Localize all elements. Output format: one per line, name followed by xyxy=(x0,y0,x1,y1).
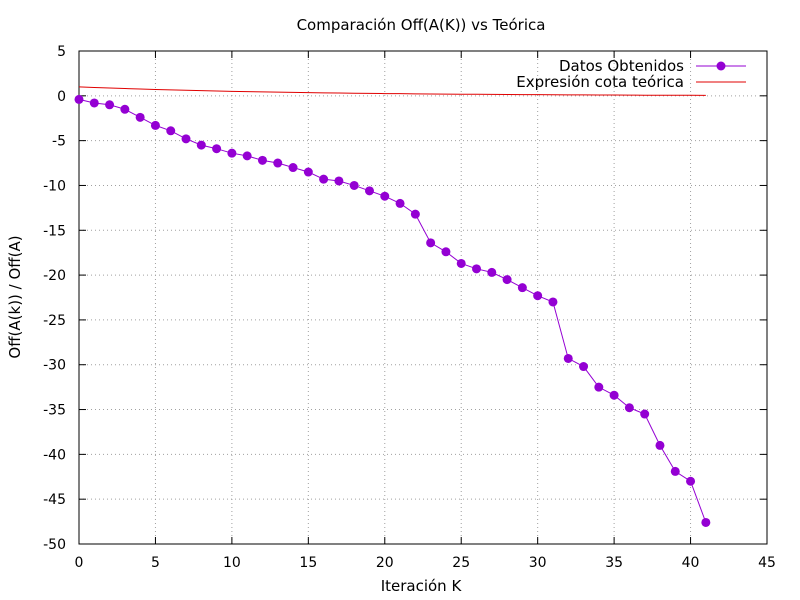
data-point xyxy=(670,466,680,476)
axis-ticks: 0 5 10 15 20 25 30 35 40 4550-5-10-15-20-25-30-35… xyxy=(43,44,776,571)
data-point xyxy=(548,297,558,307)
series-line-0 xyxy=(78,98,707,523)
data-point xyxy=(74,94,84,104)
y-tick-label: -10 xyxy=(43,178,66,194)
y-tick-label: -45 xyxy=(43,492,66,508)
y-tick-label: 0 xyxy=(57,89,66,105)
data-point xyxy=(105,100,115,110)
data-point xyxy=(135,112,145,122)
y-tick-label: -35 xyxy=(43,403,66,419)
x-tick-label: 45 xyxy=(758,555,776,571)
y-tick-label: -20 xyxy=(43,268,66,284)
plot-frame xyxy=(78,50,768,545)
data-point xyxy=(563,353,573,363)
data-point xyxy=(701,517,711,527)
y-tick-label: -25 xyxy=(43,313,66,329)
series xyxy=(74,86,711,527)
data-point xyxy=(89,98,99,108)
data-point xyxy=(640,409,650,419)
data-point xyxy=(120,104,130,114)
data-point xyxy=(441,247,451,257)
data-point xyxy=(686,476,696,486)
x-tick-label: 40 xyxy=(682,555,700,571)
data-point xyxy=(212,144,222,154)
x-tick-label: 30 xyxy=(529,555,547,571)
data-point xyxy=(196,140,206,150)
data-point xyxy=(257,155,267,165)
y-tick-label: 5 xyxy=(57,44,66,60)
y-axis-label: Off(A(k)) / Off(A) xyxy=(6,235,24,358)
data-point xyxy=(288,163,298,173)
x-tick-label: 5 xyxy=(151,555,160,571)
data-point xyxy=(502,275,512,285)
data-point xyxy=(655,440,665,450)
y-tick-label: -50 xyxy=(43,537,66,553)
x-tick-label: 0 xyxy=(75,555,84,571)
data-point xyxy=(487,267,497,277)
data-point xyxy=(380,191,390,201)
grid xyxy=(79,51,767,544)
data-point xyxy=(150,120,160,130)
y-tick-label: -30 xyxy=(43,358,66,374)
x-tick-label: 35 xyxy=(605,555,623,571)
data-point xyxy=(579,362,589,372)
data-point xyxy=(227,148,237,158)
y-tick-label: -40 xyxy=(43,447,66,463)
data-point xyxy=(334,176,344,186)
x-tick-label: 20 xyxy=(376,555,394,571)
data-point xyxy=(364,186,374,196)
data-point xyxy=(472,264,482,274)
y-tick-label: -5 xyxy=(52,134,66,150)
data-point xyxy=(242,151,252,161)
data-point xyxy=(395,198,405,208)
chart-title: Comparación Off(A(K)) vs Teórica xyxy=(297,16,546,34)
data-point xyxy=(319,174,329,184)
legend-label-cota-teorica: Expresión cota teórica xyxy=(516,73,684,91)
x-tick-label: 10 xyxy=(223,555,241,571)
data-point xyxy=(273,158,283,168)
data-point xyxy=(609,390,619,400)
legend: Datos Obtenidos Expresión cota teórica xyxy=(516,57,746,91)
legend-marker-0 xyxy=(716,61,726,71)
legend-label-datos-obtenidos: Datos Obtenidos xyxy=(559,57,684,75)
data-point xyxy=(181,134,191,144)
data-point xyxy=(166,126,176,136)
data-point xyxy=(303,167,313,177)
data-point xyxy=(456,258,466,268)
x-axis-label: Iteración K xyxy=(381,577,463,595)
data-point xyxy=(624,403,634,413)
series-line-1 xyxy=(78,86,706,96)
data-point xyxy=(517,283,527,293)
x-tick-label: 15 xyxy=(299,555,317,571)
x-tick-label: 25 xyxy=(452,555,470,571)
data-point xyxy=(349,180,359,190)
data-point xyxy=(410,209,420,219)
data-point xyxy=(426,238,436,248)
y-tick-label: -15 xyxy=(43,223,66,239)
data-point xyxy=(594,382,604,392)
data-point xyxy=(533,291,543,301)
